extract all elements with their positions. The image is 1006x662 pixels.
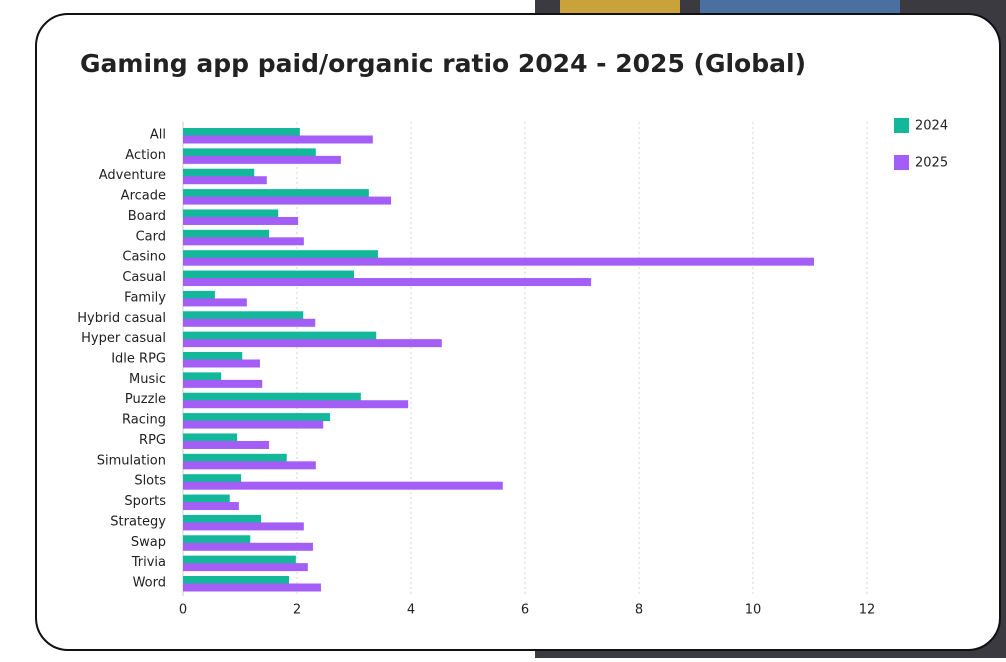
bar bbox=[183, 128, 300, 136]
legend-label: 2025 bbox=[915, 156, 948, 171]
bar bbox=[183, 189, 369, 198]
y-tick-label: Slots bbox=[134, 474, 166, 489]
y-tick-label: Puzzle bbox=[125, 392, 166, 407]
y-tick-label: All bbox=[150, 128, 166, 143]
y-tick-label: Arcade bbox=[121, 189, 166, 204]
bar bbox=[183, 563, 308, 572]
y-tick-label: Sports bbox=[124, 494, 166, 509]
chart-title: Gaming app paid/organic ratio 2024 - 202… bbox=[80, 49, 806, 78]
bar bbox=[183, 270, 354, 279]
bar bbox=[183, 209, 279, 218]
x-tick-label: 0 bbox=[179, 603, 187, 618]
bar bbox=[183, 542, 313, 551]
legend-swatch bbox=[894, 155, 909, 170]
bar bbox=[183, 494, 230, 503]
y-tick-label: Strategy bbox=[110, 514, 166, 529]
background-photo-detail bbox=[700, 0, 900, 14]
y-tick-label: Adventure bbox=[99, 168, 166, 183]
bar bbox=[183, 514, 262, 523]
bar bbox=[183, 474, 242, 483]
x-tick-label: 6 bbox=[521, 603, 529, 618]
bar bbox=[183, 433, 238, 442]
bar bbox=[183, 413, 331, 422]
bar bbox=[183, 168, 255, 177]
y-tick-label: Hybrid casual bbox=[77, 311, 166, 326]
bar bbox=[183, 420, 324, 429]
x-tick-label: 8 bbox=[635, 603, 643, 618]
bar bbox=[183, 379, 263, 388]
bar bbox=[183, 148, 316, 157]
legend-label: 2024 bbox=[915, 119, 948, 134]
bar bbox=[183, 278, 592, 287]
y-tick-label: Casino bbox=[122, 250, 166, 265]
y-tick-label: Casual bbox=[122, 270, 166, 285]
bar bbox=[183, 229, 270, 238]
bar bbox=[183, 216, 299, 225]
x-tick-label: 10 bbox=[745, 603, 762, 618]
y-tick-label: Word bbox=[133, 576, 166, 591]
bar bbox=[183, 576, 290, 584]
bar bbox=[183, 461, 316, 470]
y-tick-label: Family bbox=[124, 290, 166, 305]
bar bbox=[183, 196, 392, 205]
y-tick-label: Action bbox=[125, 148, 166, 163]
bar bbox=[183, 155, 341, 164]
y-tick-label: Trivia bbox=[131, 555, 166, 570]
legend-swatch bbox=[894, 118, 909, 133]
y-tick-label: Simulation bbox=[97, 453, 166, 468]
y-tick-label: Idle RPG bbox=[111, 352, 166, 367]
bar bbox=[183, 502, 239, 511]
y-tick-label: Music bbox=[129, 372, 166, 387]
bar bbox=[183, 298, 247, 307]
y-tick-label: Board bbox=[128, 209, 166, 224]
bar bbox=[183, 535, 251, 544]
y-tick-label: Swap bbox=[131, 535, 166, 550]
bar bbox=[183, 331, 377, 340]
bar bbox=[183, 392, 361, 401]
bar bbox=[183, 555, 296, 564]
bar bbox=[183, 440, 270, 449]
y-tick-label: Racing bbox=[122, 413, 166, 428]
bar bbox=[183, 290, 215, 299]
bar bbox=[183, 311, 304, 320]
bar bbox=[183, 583, 321, 592]
bar bbox=[183, 481, 503, 490]
bar bbox=[183, 359, 260, 368]
bar bbox=[183, 135, 373, 144]
bar bbox=[183, 318, 316, 327]
bar bbox=[183, 522, 304, 531]
bar bbox=[183, 257, 814, 266]
bar bbox=[183, 250, 378, 259]
y-tick-label: RPG bbox=[139, 433, 166, 448]
y-tick-label: Card bbox=[136, 229, 166, 244]
bar bbox=[183, 400, 409, 409]
background-photo-detail bbox=[560, 0, 680, 14]
bar bbox=[183, 237, 304, 246]
x-tick-label: 2 bbox=[293, 603, 301, 618]
bar bbox=[183, 372, 222, 381]
y-tick-label: Hyper casual bbox=[81, 331, 166, 346]
card bbox=[35, 13, 1001, 651]
bar bbox=[183, 339, 442, 348]
x-tick-label: 4 bbox=[407, 603, 415, 618]
x-tick-label: 12 bbox=[859, 603, 876, 618]
bar bbox=[183, 453, 287, 462]
bar bbox=[183, 176, 267, 185]
bar bbox=[183, 352, 243, 360]
